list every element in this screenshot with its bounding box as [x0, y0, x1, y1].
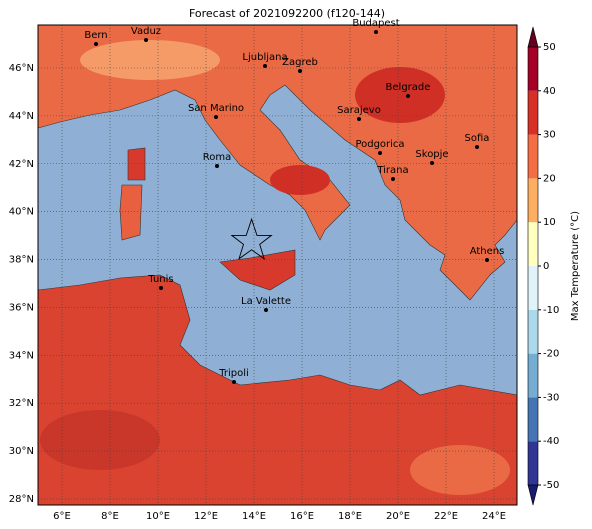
- colorbar-tick-label: -10: [543, 305, 559, 316]
- city-label: Sarajevo: [337, 105, 381, 116]
- colorbar-tick-label: 40: [543, 86, 556, 97]
- city-dot: [214, 115, 218, 119]
- map-area: [37, 24, 518, 506]
- city-label: Roma: [203, 152, 232, 163]
- lat-label: 28°N: [9, 494, 34, 505]
- city-label: Tunis: [147, 274, 173, 285]
- lon-label: 20°E: [386, 511, 410, 522]
- colorbar-tick-label: 20: [543, 173, 556, 184]
- city-dot: [94, 42, 98, 46]
- city-label: Ljubljana: [242, 52, 287, 63]
- city-label: Tripoli: [218, 368, 249, 379]
- warm-patch: [40, 410, 160, 470]
- colorbar-label: Max Temperature (°C): [570, 211, 581, 321]
- lon-label: 24°E: [482, 511, 506, 522]
- colorbar-extend-low: [527, 484, 539, 506]
- colorbar-extend-high: [527, 26, 539, 48]
- colorbar-bin: [528, 222, 538, 266]
- land-sardinia: [119, 184, 143, 241]
- colorbar-tick-label: 10: [543, 217, 556, 228]
- city-label: San Marino: [188, 103, 244, 114]
- colorbar-bin: [528, 134, 538, 179]
- map-title: Forecast of 2021092200 (f120-144): [189, 7, 385, 20]
- graticule: 46°N 44°N 42°N 40°N 38°N 36°N 34°N 32°N 30°N 28°N…: [9, 25, 517, 522]
- colorbar-bin: [528, 178, 538, 223]
- lon-label: 22°E: [434, 511, 458, 522]
- lat-label: 32°N: [9, 398, 34, 409]
- lat-label: 42°N: [9, 159, 34, 170]
- lon-label: 12°E: [194, 511, 218, 522]
- colorbar-bin: [528, 353, 538, 398]
- colorbar-bin: [528, 441, 538, 485]
- colorbar: -50 -40 -30 -20 -10 0 10 20 30 40 50: [527, 26, 559, 506]
- lon-label: 18°E: [338, 511, 362, 522]
- lon-label: 16°E: [290, 511, 314, 522]
- city-dot: [298, 69, 302, 73]
- city-label: Podgorica: [355, 139, 404, 150]
- colorbar-bin: [528, 90, 538, 135]
- lat-label: 38°N: [9, 255, 34, 266]
- city-dot: [144, 38, 148, 42]
- colorbar-tick-label: 30: [543, 130, 556, 141]
- city-label: Budapest: [352, 18, 399, 29]
- lon-label: 6°E: [53, 511, 71, 522]
- colorbar-tick-label: 50: [543, 42, 556, 53]
- city-dot: [374, 30, 378, 34]
- map-frame: [37, 24, 518, 506]
- city-label: Zagreb: [282, 57, 318, 68]
- city-dot: [391, 177, 395, 181]
- lat-label: 36°N: [9, 302, 34, 313]
- star-marker: [230, 217, 273, 260]
- colorbar-tick-label: -40: [543, 436, 559, 447]
- colorbar-bin: [528, 397, 538, 442]
- city-label: Bern: [84, 30, 107, 41]
- city-dot: [406, 94, 410, 98]
- city-label: Vaduz: [131, 26, 161, 37]
- colorbar-tick-label: -50: [543, 480, 559, 491]
- warm-patch: [270, 165, 330, 195]
- land-corsica: [127, 147, 146, 181]
- colorbar-tick-label: -30: [543, 392, 559, 403]
- city-dot: [215, 164, 219, 168]
- city-label: Tirana: [376, 165, 408, 176]
- lon-label: 10°E: [146, 511, 170, 522]
- lon-label: 8°E: [101, 511, 119, 522]
- city-dot: [430, 161, 434, 165]
- warm-patch: [355, 67, 445, 123]
- city-label: Skopje: [415, 149, 448, 160]
- cool-patch: [80, 40, 220, 80]
- city-label: La Valette: [241, 296, 291, 307]
- city-dot: [264, 308, 268, 312]
- lon-label: 14°E: [242, 511, 266, 522]
- lat-label: 46°N: [9, 63, 34, 74]
- city-dot: [263, 64, 267, 68]
- city-label: Athens: [470, 246, 505, 257]
- city-dot: [232, 380, 236, 384]
- city-label: Belgrade: [386, 82, 431, 93]
- lat-label: 44°N: [9, 111, 34, 122]
- city-dot: [159, 286, 163, 290]
- city-dot: [378, 151, 382, 155]
- colorbar-bin: [528, 47, 538, 91]
- city-dot: [475, 145, 479, 149]
- cool-patch: [410, 445, 510, 495]
- land-sicily: [219, 249, 296, 291]
- city-dot: [485, 258, 489, 262]
- city-dot: [357, 117, 361, 121]
- colorbar-tick-label: -20: [543, 349, 559, 360]
- city-label: Sofia: [465, 133, 490, 144]
- lat-label: 30°N: [9, 446, 34, 457]
- colorbar-tick-label: 0: [543, 261, 549, 272]
- lat-label: 34°N: [9, 350, 34, 361]
- lat-label: 40°N: [9, 207, 34, 218]
- colorbar-bin: [528, 309, 538, 354]
- colorbar-bin: [528, 266, 538, 310]
